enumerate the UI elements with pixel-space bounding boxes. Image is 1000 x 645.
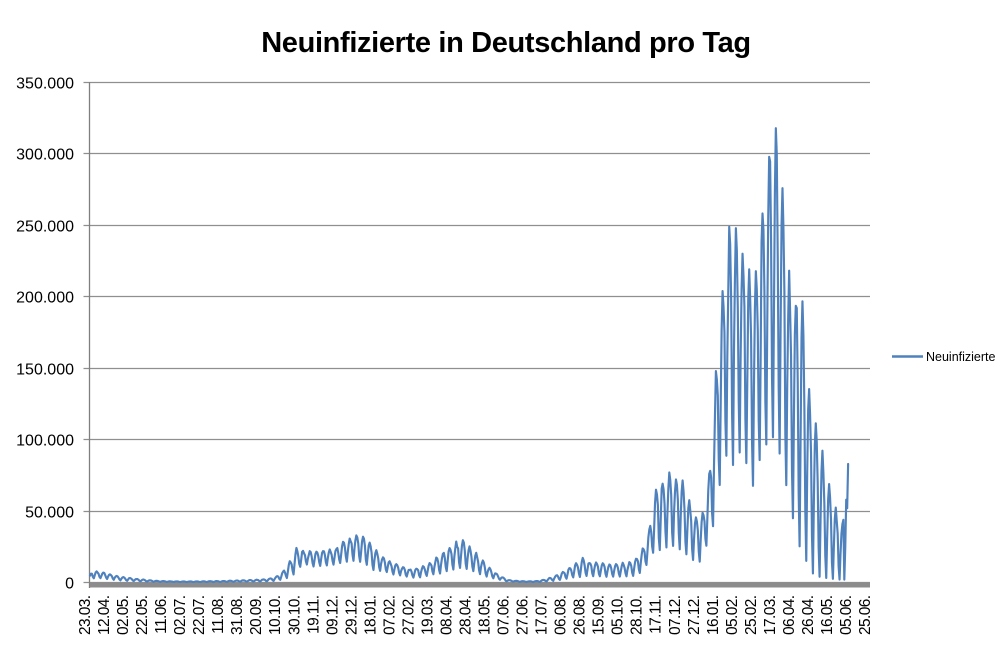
svg-text:19.11.: 19.11.: [305, 596, 322, 634]
svg-text:20.09.: 20.09.: [248, 596, 265, 636]
svg-text:17.03.: 17.03.: [762, 596, 779, 636]
svg-text:11.06.: 11.06.: [153, 596, 170, 634]
svg-text:17.07.: 17.07.: [534, 596, 551, 636]
svg-text:06.04.: 06.04.: [781, 596, 798, 636]
svg-text:29.12.: 29.12.: [343, 596, 360, 636]
svg-text:Neuinfizierte in Deutschland p: Neuinfizierte in Deutschland pro Tag: [261, 27, 751, 59]
svg-text:250.000: 250.000: [16, 219, 74, 236]
svg-text:22.07.: 22.07.: [191, 596, 208, 636]
svg-text:05.02.: 05.02.: [724, 596, 741, 636]
svg-text:25.06.: 25.06.: [857, 596, 874, 636]
svg-text:08.04.: 08.04.: [439, 596, 456, 636]
svg-text:19.03.: 19.03.: [419, 596, 436, 636]
svg-text:27.06.: 27.06.: [515, 596, 532, 636]
svg-text:06.08.: 06.08.: [553, 596, 570, 636]
svg-text:0: 0: [65, 576, 74, 593]
svg-text:16.05.: 16.05.: [819, 596, 836, 636]
svg-text:150.000: 150.000: [16, 362, 74, 379]
svg-text:30.10.: 30.10.: [286, 596, 303, 636]
svg-text:15.09.: 15.09.: [591, 596, 608, 636]
svg-text:02.07.: 02.07.: [172, 596, 189, 636]
svg-text:300.000: 300.000: [16, 147, 74, 164]
svg-text:31.08.: 31.08.: [229, 596, 246, 636]
svg-text:27.02.: 27.02.: [400, 596, 417, 636]
svg-text:Neuinfizierte: Neuinfizierte: [926, 350, 996, 364]
svg-text:18.01.: 18.01.: [362, 596, 379, 636]
svg-text:07.02.: 07.02.: [381, 596, 398, 636]
svg-text:16.01.: 16.01.: [705, 596, 722, 636]
svg-text:23.03.: 23.03.: [77, 596, 94, 636]
svg-text:09.12.: 09.12.: [324, 596, 341, 636]
svg-text:100.000: 100.000: [16, 433, 74, 450]
svg-text:27.12.: 27.12.: [686, 596, 703, 636]
svg-text:05.10.: 05.10.: [610, 596, 627, 636]
svg-text:26.08.: 26.08.: [572, 596, 589, 636]
svg-text:17.11.: 17.11.: [648, 596, 665, 634]
svg-text:22.05.: 22.05.: [134, 596, 151, 636]
svg-text:02.05.: 02.05.: [115, 596, 132, 636]
svg-text:26.04.: 26.04.: [800, 596, 817, 636]
svg-text:07.06.: 07.06.: [496, 596, 513, 636]
svg-text:11.08.: 11.08.: [210, 596, 227, 634]
svg-text:28.10.: 28.10.: [629, 596, 646, 636]
svg-text:350.000: 350.000: [16, 76, 74, 93]
svg-text:28.04.: 28.04.: [458, 596, 475, 636]
svg-text:10.10.: 10.10.: [267, 596, 284, 636]
svg-text:50.000: 50.000: [25, 505, 74, 522]
svg-text:200.000: 200.000: [16, 290, 74, 307]
svg-text:25.02.: 25.02.: [743, 596, 760, 636]
svg-text:18.05.: 18.05.: [477, 596, 494, 636]
svg-text:07.12.: 07.12.: [667, 596, 684, 636]
svg-text:05.06.: 05.06.: [838, 596, 855, 636]
svg-text:12.04.: 12.04.: [96, 596, 113, 636]
